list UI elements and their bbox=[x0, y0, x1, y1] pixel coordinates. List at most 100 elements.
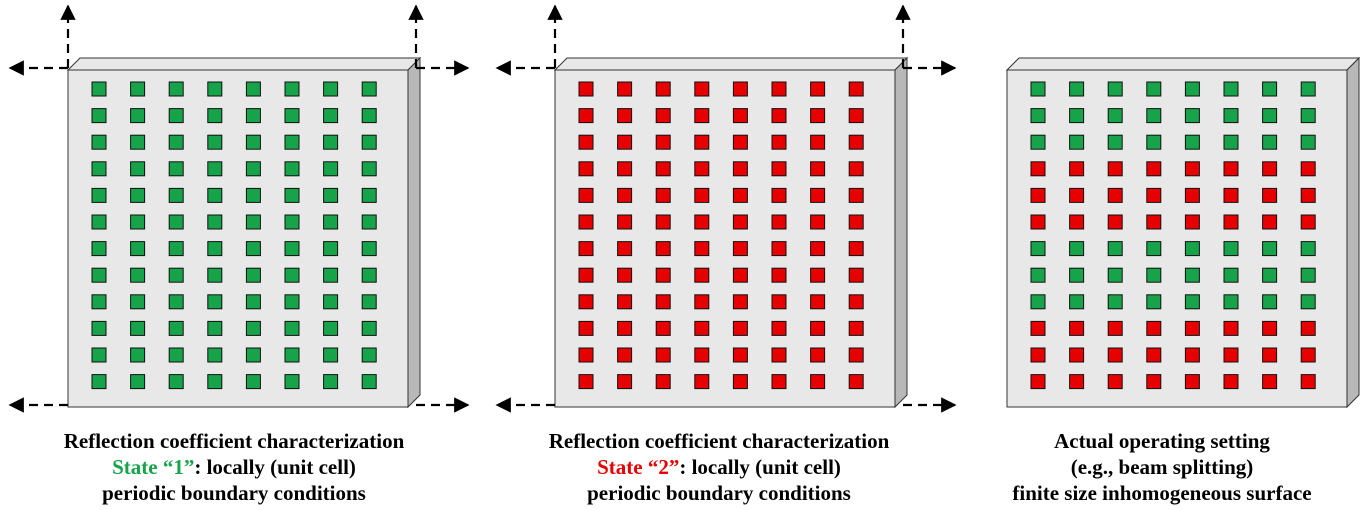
unit-cell-3-r1-c4 bbox=[1146, 81, 1162, 97]
unit-cell-3-r8-c5 bbox=[1184, 267, 1200, 283]
unit-cell-3-r1-c8 bbox=[1300, 81, 1316, 97]
unit-cell-3-r11-c7 bbox=[1262, 347, 1278, 363]
unit-cell-2-r10-c1 bbox=[578, 320, 594, 336]
unit-cell-3-r5-c3 bbox=[1107, 187, 1123, 203]
caption-2-line-2: : locally (unit cell) bbox=[679, 455, 841, 479]
unit-cell-2-r1-c6 bbox=[771, 81, 787, 97]
unit-cell-1-r8-c4 bbox=[207, 267, 223, 283]
unit-cell-3-r3-c2 bbox=[1069, 134, 1085, 150]
unit-cell-2-r4-c2 bbox=[617, 161, 633, 177]
unit-cell-2-r12-c1 bbox=[578, 374, 594, 390]
unit-cell-2-r11-c3 bbox=[655, 347, 671, 363]
unit-cell-1-r5-c4 bbox=[207, 187, 223, 203]
unit-cell-1-r8-c2 bbox=[130, 267, 146, 283]
unit-cell-3-r1-c1 bbox=[1030, 81, 1046, 97]
unit-cell-2-r12-c2 bbox=[617, 374, 633, 390]
unit-cell-2-r3-c6 bbox=[771, 134, 787, 150]
unit-cell-2-r7-c4 bbox=[694, 241, 710, 257]
unit-cell-3-r6-c6 bbox=[1223, 214, 1239, 230]
unit-cell-2-r6-c5 bbox=[732, 214, 748, 230]
unit-cell-2-r9-c4 bbox=[694, 294, 710, 310]
unit-cell-2-r8-c7 bbox=[810, 267, 826, 283]
unit-cell-2-r9-c8 bbox=[848, 294, 864, 310]
unit-cell-1-r11-c6 bbox=[284, 347, 300, 363]
unit-cell-1-r4-c5 bbox=[245, 161, 261, 177]
caption-state-2: Reflection coefficient characterization … bbox=[509, 428, 929, 506]
unit-cell-1-r10-c8 bbox=[361, 320, 377, 336]
unit-cell-3-r12-c2 bbox=[1069, 374, 1085, 390]
unit-cell-3-r10-c4 bbox=[1146, 320, 1162, 336]
unit-cell-1-r3-c8 bbox=[361, 134, 377, 150]
unit-cell-2-r10-c8 bbox=[848, 320, 864, 336]
unit-cell-1-r6-c1 bbox=[91, 214, 107, 230]
unit-cell-1-r3-c3 bbox=[168, 134, 184, 150]
unit-cell-2-r11-c7 bbox=[810, 347, 826, 363]
unit-cell-1-r6-c4 bbox=[207, 214, 223, 230]
plate-top-3 bbox=[1005, 57, 1361, 71]
unit-cell-2-r8-c6 bbox=[771, 267, 787, 283]
unit-cell-3-r4-c4 bbox=[1146, 161, 1162, 177]
unit-cell-1-r6-c5 bbox=[245, 214, 261, 230]
unit-cell-1-r10-c2 bbox=[130, 320, 146, 336]
unit-cell-2-r1-c5 bbox=[732, 81, 748, 97]
unit-cell-2-r7-c6 bbox=[771, 241, 787, 257]
unit-cell-1-r2-c6 bbox=[284, 108, 300, 124]
unit-cell-2-r3-c3 bbox=[655, 134, 671, 150]
unit-cell-3-r6-c4 bbox=[1146, 214, 1162, 230]
unit-cell-1-r3-c1 bbox=[91, 134, 107, 150]
state-1-label: State “1” bbox=[112, 455, 195, 479]
unit-cell-2-r5-c5 bbox=[732, 187, 748, 203]
caption-2-line-3: periodic boundary conditions bbox=[587, 481, 851, 505]
unit-cell-2-r8-c4 bbox=[694, 267, 710, 283]
unit-cell-1-r2-c2 bbox=[130, 108, 146, 124]
unit-cell-2-r6-c6 bbox=[771, 214, 787, 230]
unit-cell-2-r7-c2 bbox=[617, 241, 633, 257]
unit-cell-3-r12-c3 bbox=[1107, 374, 1123, 390]
unit-cell-2-r4-c1 bbox=[578, 161, 594, 177]
unit-cell-1-r4-c1 bbox=[91, 161, 107, 177]
unit-cell-1-r5-c5 bbox=[245, 187, 261, 203]
unit-cell-2-r12-c7 bbox=[810, 374, 826, 390]
unit-cell-3-r10-c2 bbox=[1069, 320, 1085, 336]
unit-cell-2-r12-c6 bbox=[771, 374, 787, 390]
unit-cell-1-r2-c7 bbox=[323, 108, 339, 124]
unit-cell-2-r4-c7 bbox=[810, 161, 826, 177]
unit-cell-1-r5-c2 bbox=[130, 187, 146, 203]
unit-cell-2-r6-c2 bbox=[617, 214, 633, 230]
unit-cell-2-r5-c1 bbox=[578, 187, 594, 203]
unit-cell-1-r5-c8 bbox=[361, 187, 377, 203]
unit-cell-3-r4-c5 bbox=[1184, 161, 1200, 177]
unit-cell-3-r11-c3 bbox=[1107, 347, 1123, 363]
unit-cell-1-r4-c3 bbox=[168, 161, 184, 177]
unit-cell-3-r9-c5 bbox=[1184, 294, 1200, 310]
unit-cell-1-r8-c6 bbox=[284, 267, 300, 283]
plate-front-2 bbox=[554, 69, 896, 408]
unit-cell-1-r12-c7 bbox=[323, 374, 339, 390]
unit-cell-3-r5-c4 bbox=[1146, 187, 1162, 203]
unit-cell-3-r1-c2 bbox=[1069, 81, 1085, 97]
unit-cell-1-r5-c7 bbox=[323, 187, 339, 203]
unit-cell-3-r1-c6 bbox=[1223, 81, 1239, 97]
unit-cell-3-r3-c1 bbox=[1030, 134, 1046, 150]
unit-cell-3-r3-c6 bbox=[1223, 134, 1239, 150]
unit-cell-3-r9-c3 bbox=[1107, 294, 1123, 310]
unit-cell-2-r6-c8 bbox=[848, 214, 864, 230]
unit-cell-3-r9-c4 bbox=[1146, 294, 1162, 310]
unit-cell-2-r4-c6 bbox=[771, 161, 787, 177]
unit-cell-2-r3-c5 bbox=[732, 134, 748, 150]
unit-cell-1-r10-c7 bbox=[323, 320, 339, 336]
unit-cell-3-r1-c5 bbox=[1184, 81, 1200, 97]
unit-cell-3-r10-c5 bbox=[1184, 320, 1200, 336]
unit-cell-3-r3-c7 bbox=[1262, 134, 1278, 150]
unit-cell-3-r7-c7 bbox=[1262, 241, 1278, 257]
plate-side-2 bbox=[894, 56, 908, 409]
unit-cell-2-r8-c8 bbox=[848, 267, 864, 283]
unit-cell-3-r6-c5 bbox=[1184, 214, 1200, 230]
unit-cell-2-r11-c5 bbox=[732, 347, 748, 363]
unit-cell-2-r4-c5 bbox=[732, 161, 748, 177]
unit-cell-2-r1-c3 bbox=[655, 81, 671, 97]
unit-cell-1-r2-c4 bbox=[207, 108, 223, 124]
unit-cell-2-r2-c3 bbox=[655, 108, 671, 124]
unit-cell-2-r8-c1 bbox=[578, 267, 594, 283]
unit-cell-1-r7-c7 bbox=[323, 241, 339, 257]
